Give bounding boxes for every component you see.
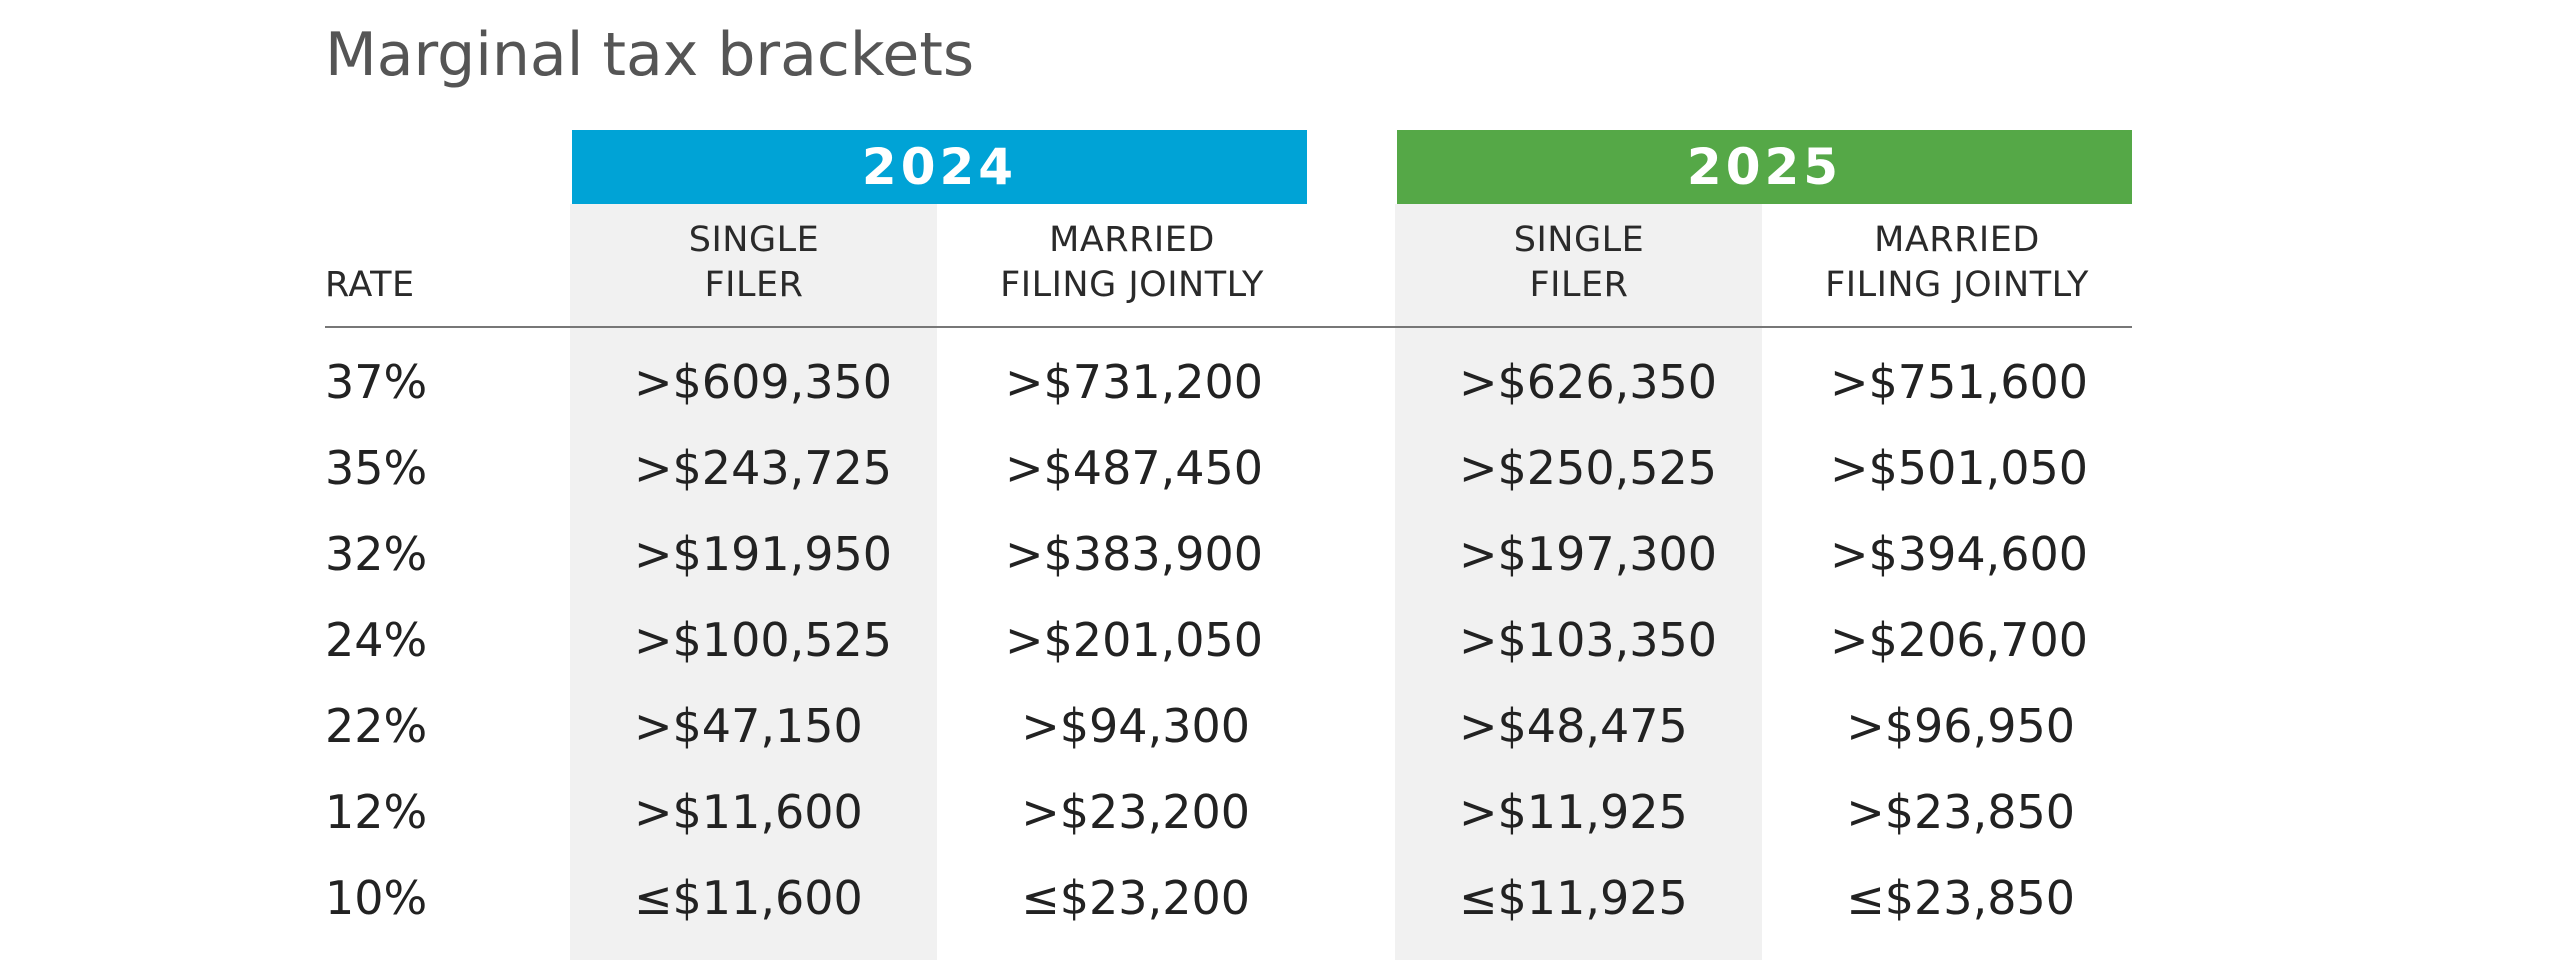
rate-cell: 32% [325, 527, 428, 581]
table-row: 37% >$609,350 >$731,200 >$626,350 >$751,… [0, 339, 2560, 425]
shade-2024-single [570, 204, 937, 960]
year-header-2025: 2025 [1397, 130, 2132, 204]
year-header-2024: 2024 [572, 130, 1307, 204]
amount-2024-married: >$201,050 [1005, 613, 1264, 667]
col-header-line: FILING JOINTLY [1000, 265, 1264, 305]
table-row: 22% >$47,150 >$94,300 >$48,475 >$96,950 [0, 683, 2560, 769]
amount-2025-single: >$103,350 [1459, 613, 1718, 667]
amount-2025-single: >$197,300 [1459, 527, 1718, 581]
rate-cell: 24% [325, 613, 428, 667]
col-header-line: SINGLE [688, 220, 820, 260]
amount-2025-married: ≤$23,850 [1846, 871, 2075, 925]
amount-2025-single: >$626,350 [1459, 355, 1718, 409]
amount-2024-married: >$23,200 [1021, 785, 1250, 839]
amount-2025-married: >$394,600 [1830, 527, 2089, 581]
rate-cell: 37% [325, 355, 428, 409]
table-row: 10% ≤$11,600 ≤$23,200 ≤$11,925 ≤$23,850 [0, 855, 2560, 941]
amount-2025-married: >$96,950 [1846, 699, 2075, 753]
table-row: 12% >$11,600 >$23,200 >$11,925 >$23,850 [0, 769, 2560, 855]
amount-2024-married: >$383,900 [1005, 527, 1264, 581]
amount-2024-single: ≤$11,600 [634, 871, 863, 925]
rate-cell: 22% [325, 699, 428, 753]
table-row: 35% >$243,725 >$487,450 >$250,525 >$501,… [0, 425, 2560, 511]
rate-cell: 12% [325, 785, 428, 839]
chart-title: Marginal tax brackets [325, 20, 975, 90]
amount-2025-married: >$501,050 [1830, 441, 2089, 495]
table-row: 24% >$100,525 >$201,050 >$103,350 >$206,… [0, 597, 2560, 683]
amount-2024-single: >$47,150 [634, 699, 863, 753]
amount-2024-single: >$100,525 [634, 613, 893, 667]
amount-2024-single: >$191,950 [634, 527, 893, 581]
amount-2024-married: >$487,450 [1005, 441, 1264, 495]
amount-2025-married: >$206,700 [1830, 613, 2089, 667]
col-header-line: FILER [1529, 265, 1629, 305]
shade-2025-single [1395, 204, 1762, 960]
amount-2025-single: >$11,925 [1459, 785, 1688, 839]
col-header-2025-single: SINGLE FILER [1397, 218, 1761, 308]
amount-2025-married: >$751,600 [1830, 355, 2089, 409]
col-header-line: FILING JOINTLY [1825, 265, 2089, 305]
amount-2025-single: >$48,475 [1459, 699, 1688, 753]
header-rule [325, 326, 2132, 328]
amount-2025-single: >$250,525 [1459, 441, 1718, 495]
amount-2025-married: >$23,850 [1846, 785, 2075, 839]
amount-2024-married: ≤$23,200 [1021, 871, 1250, 925]
col-header-line: SINGLE [1513, 220, 1645, 260]
col-header-line: MARRIED [1049, 220, 1215, 260]
amount-2024-single: >$11,600 [634, 785, 863, 839]
rate-cell: 35% [325, 441, 428, 495]
amount-2024-single: >$609,350 [634, 355, 893, 409]
col-header-line: MARRIED [1874, 220, 2040, 260]
col-header-2024-married: MARRIED FILING JOINTLY [950, 218, 1314, 308]
col-header-2025-married: MARRIED FILING JOINTLY [1775, 218, 2139, 308]
amount-2024-single: >$243,725 [634, 441, 893, 495]
col-header-2024-single: SINGLE FILER [572, 218, 936, 308]
table-row: 32% >$191,950 >$383,900 >$197,300 >$394,… [0, 511, 2560, 597]
amount-2024-married: >$94,300 [1021, 699, 1250, 753]
rate-column-header: RATE [325, 265, 415, 305]
col-header-line: FILER [704, 265, 804, 305]
amount-2024-married: >$731,200 [1005, 355, 1264, 409]
amount-2025-single: ≤$11,925 [1459, 871, 1688, 925]
rate-cell: 10% [325, 871, 428, 925]
